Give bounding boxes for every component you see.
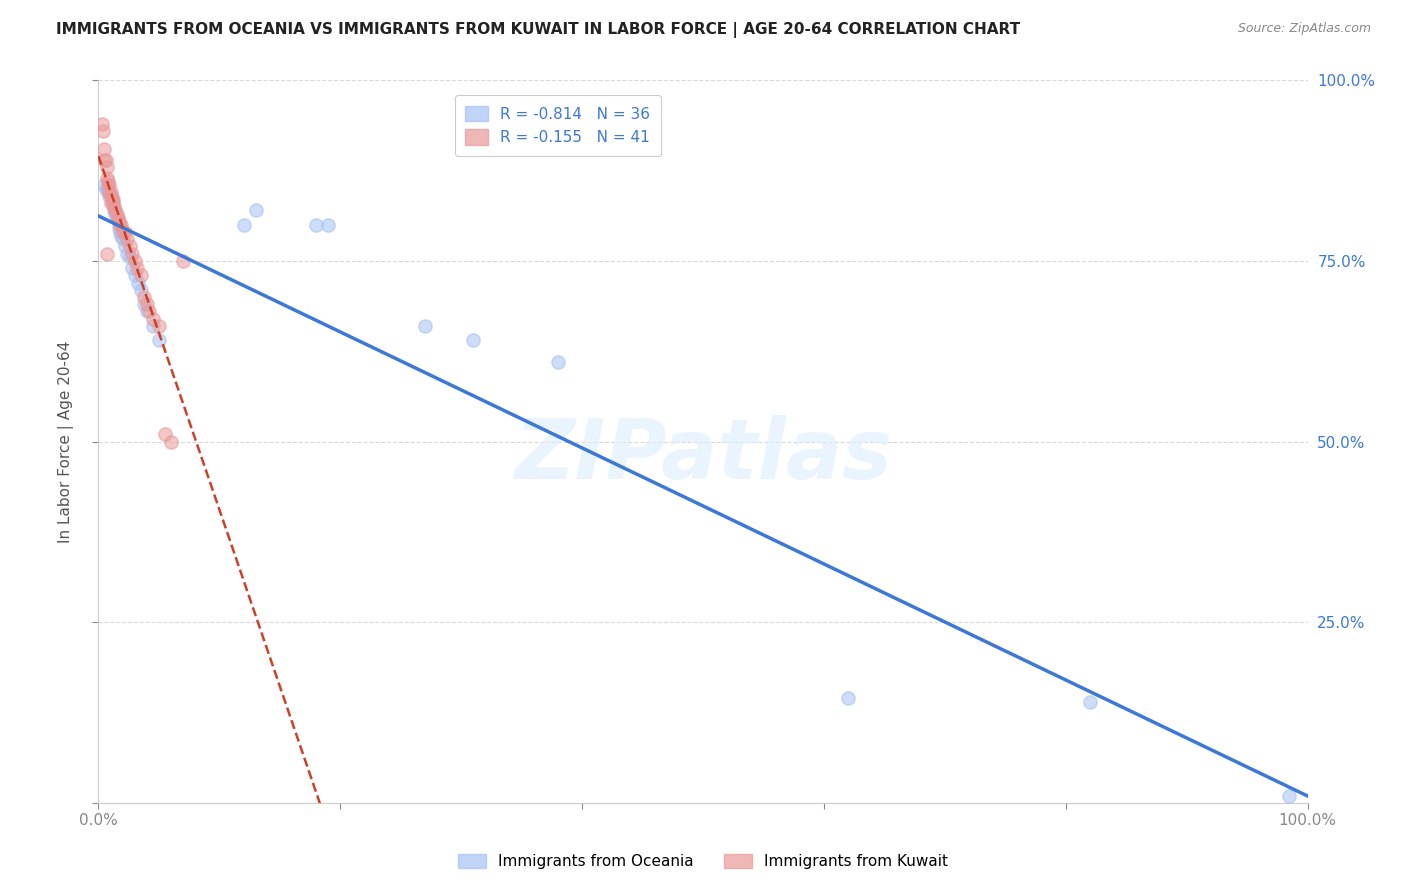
Point: [111, 232, 134, 246]
Point: [91, 117, 114, 131]
Point: [107, 214, 129, 228]
Point: [148, 318, 170, 333]
Point: [134, 290, 156, 304]
Point: [114, 225, 136, 239]
Point: [97, 178, 120, 192]
Point: [172, 253, 194, 268]
Point: [129, 268, 152, 283]
Point: [142, 318, 165, 333]
Point: [114, 239, 136, 253]
Point: [138, 304, 160, 318]
Legend: R = -0.814   N = 36, R = -0.155   N = 41: R = -0.814 N = 36, R = -0.155 N = 41: [454, 95, 661, 156]
Point: [108, 214, 131, 228]
Point: [101, 196, 124, 211]
Point: [148, 334, 170, 348]
Point: [316, 218, 339, 232]
Point: [110, 218, 132, 232]
Point: [127, 276, 149, 290]
Point: [97, 174, 120, 188]
Point: [118, 239, 141, 253]
Point: [117, 232, 139, 246]
Point: [96, 160, 118, 174]
Point: [100, 189, 122, 203]
Point: [129, 283, 152, 297]
Point: [111, 225, 134, 239]
Point: [100, 186, 122, 200]
Point: [134, 297, 156, 311]
Point: [142, 311, 165, 326]
Point: [135, 304, 157, 318]
Point: [463, 334, 485, 348]
Point: [91, 124, 114, 138]
Point: [105, 211, 128, 225]
Point: [93, 153, 115, 167]
Point: [104, 203, 127, 218]
Point: [105, 207, 128, 221]
Point: [153, 427, 176, 442]
Point: [1278, 789, 1301, 803]
Point: [547, 355, 569, 369]
Point: [96, 170, 118, 185]
Point: [110, 228, 132, 243]
Point: [104, 207, 127, 221]
Point: [93, 142, 115, 156]
Text: IMMIGRANTS FROM OCEANIA VS IMMIGRANTS FROM KUWAIT IN LABOR FORCE | AGE 20-64 COR: IMMIGRANTS FROM OCEANIA VS IMMIGRANTS FR…: [56, 22, 1021, 38]
Point: [97, 186, 120, 200]
Point: [160, 434, 183, 449]
Point: [103, 203, 125, 218]
Legend: Immigrants from Oceania, Immigrants from Kuwait: Immigrants from Oceania, Immigrants from…: [453, 848, 953, 875]
Point: [127, 261, 149, 276]
Point: [107, 211, 129, 225]
Point: [93, 178, 115, 192]
Point: [108, 225, 131, 239]
Point: [245, 203, 267, 218]
Point: [124, 268, 146, 283]
Point: [96, 246, 118, 260]
Point: [101, 196, 124, 211]
Point: [108, 218, 131, 232]
Text: Source: ZipAtlas.com: Source: ZipAtlas.com: [1237, 22, 1371, 36]
Point: [98, 178, 121, 192]
Point: [1078, 695, 1101, 709]
Point: [100, 196, 122, 211]
Point: [135, 297, 157, 311]
Point: [94, 182, 117, 196]
Point: [121, 261, 143, 276]
Y-axis label: In Labor Force | Age 20-64: In Labor Force | Age 20-64: [58, 341, 75, 542]
Point: [108, 221, 131, 235]
Point: [94, 153, 117, 167]
Point: [837, 691, 859, 706]
Point: [100, 193, 122, 207]
Point: [232, 218, 254, 232]
Point: [103, 200, 125, 214]
Point: [305, 218, 328, 232]
Point: [124, 253, 146, 268]
Point: [413, 318, 436, 333]
Point: [100, 193, 122, 207]
Text: ZIPatlas: ZIPatlas: [515, 416, 891, 497]
Point: [118, 250, 141, 264]
Point: [98, 189, 121, 203]
Point: [101, 193, 124, 207]
Point: [121, 246, 143, 260]
Point: [117, 246, 139, 260]
Point: [100, 189, 122, 203]
Point: [98, 186, 121, 200]
